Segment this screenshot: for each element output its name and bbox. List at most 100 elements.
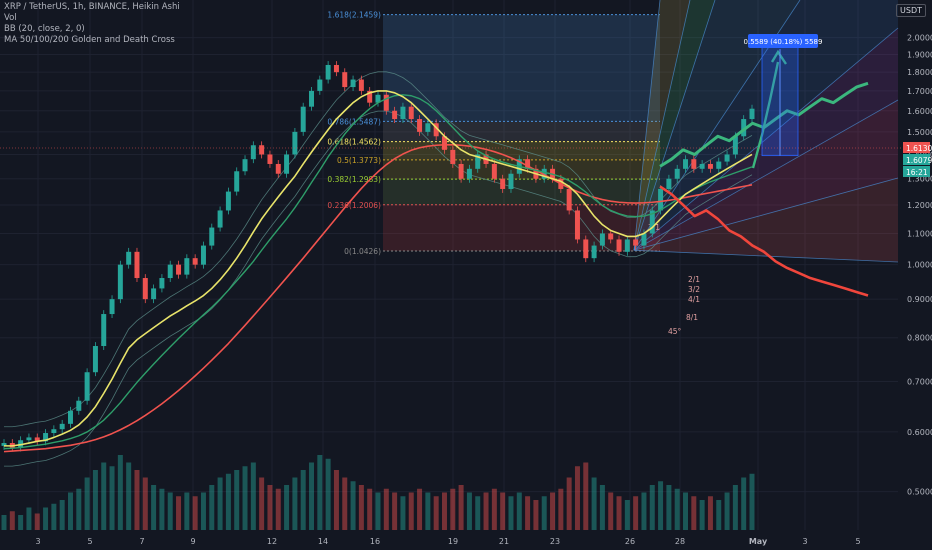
fib-level-label: 1.618(2.1459) [327, 11, 381, 20]
candle-body [167, 264, 173, 279]
candle-body [624, 239, 630, 252]
currency-badge[interactable]: USDT [896, 4, 926, 17]
candle-body [217, 210, 223, 228]
fib-level-label: 0.5(1.3773) [337, 156, 381, 165]
candle-body [608, 233, 614, 240]
fib-zone [383, 14, 660, 122]
candle-body [375, 94, 381, 103]
price-label: 16:21 [906, 168, 928, 177]
candle-body [101, 314, 107, 347]
volume-bar [142, 477, 148, 530]
volume-bar [466, 492, 472, 530]
volume-bar [367, 488, 373, 530]
candle-body [259, 145, 265, 155]
gann-fan-ray [633, 0, 691, 251]
volume-bar [34, 513, 40, 530]
volume-bar [333, 470, 339, 530]
volume-bar [92, 470, 98, 530]
price-range-measure[interactable]: 0.5589 (40.18%) 5589 [744, 34, 823, 157]
volume-bar [508, 496, 514, 530]
volume-bar [76, 488, 82, 530]
time-axis[interactable]: 3 5 7 9 12 14 16 19 21 23 26 28 May 3 5 [0, 532, 932, 550]
candle-body [716, 161, 722, 169]
volume-bar [591, 477, 597, 530]
volume-bar [525, 496, 531, 530]
candle-body [541, 168, 547, 179]
time-tick-label: 9 [190, 537, 195, 546]
price-projections[interactable] [659, 49, 869, 297]
volume-bar [574, 466, 580, 530]
volume-bar [483, 492, 489, 530]
candle-body [491, 163, 497, 179]
volume-bar [217, 477, 223, 530]
candle-body [234, 171, 240, 192]
ma-indicator-label[interactable]: MA 50/100/200 Golden and Death Cross [4, 35, 175, 45]
volume-bar [707, 496, 713, 530]
volume-bar [267, 485, 273, 530]
bollinger-indicator-label[interactable]: BB (20, close, 2, 0) [4, 24, 85, 34]
volume-bar [358, 485, 364, 530]
time-tick-label: 23 [550, 537, 560, 546]
candle-body [176, 264, 182, 275]
volume-bar [616, 496, 622, 530]
volume-indicator-label[interactable]: Vol [4, 13, 17, 23]
symbol-title: XRP / TetherUS, 1h, BINANCE, Heikin Ashi [4, 2, 180, 12]
volume-bar [599, 485, 605, 530]
candle-body [674, 168, 680, 179]
volume-bar [541, 496, 547, 530]
candle-body [209, 227, 215, 246]
candle-body [358, 79, 364, 91]
volume-bar [167, 492, 173, 530]
volume-bar [292, 477, 298, 530]
price-axis-bg [900, 0, 932, 550]
candle-body [275, 163, 281, 174]
volume-bar [724, 492, 730, 530]
gann-fan-label: 2/1 [688, 275, 700, 284]
volume-bar [666, 485, 672, 530]
candle-body [300, 106, 306, 132]
candle-body [466, 168, 472, 179]
candle-body [732, 136, 738, 155]
candle-body [683, 159, 689, 169]
time-tick-label: 16 [370, 537, 380, 546]
volume-bar [441, 492, 447, 530]
volume-bar [741, 477, 747, 530]
candle-body [142, 278, 148, 300]
volume-bar [516, 492, 522, 530]
price-label-bg [903, 142, 930, 153]
volume-bar [300, 470, 306, 530]
candle-body [34, 437, 40, 442]
volume-bar [234, 470, 240, 530]
time-tick-label: 21 [499, 537, 509, 546]
candle-body [724, 154, 730, 162]
candle-body [450, 149, 456, 164]
volume-bar [67, 492, 73, 530]
candle-body [18, 440, 24, 448]
gann-fan-zone [634, 178, 898, 262]
volume-bar [624, 500, 630, 530]
volume-bar [51, 503, 57, 530]
ma200-line [3, 143, 753, 453]
volume-bar [716, 500, 722, 530]
gann-fan[interactable]: 3/12/13/24/18/145° [633, 0, 899, 336]
volume-bar [500, 492, 506, 530]
volume-bar [699, 500, 705, 530]
volume-bar [192, 496, 198, 530]
volume-bar [1, 515, 7, 530]
candle-body [658, 188, 664, 211]
candle-body [333, 64, 339, 73]
volume-bar [633, 496, 639, 530]
candle-body [699, 163, 705, 169]
volume-bar [683, 492, 689, 530]
gann-fan-label: 4/1 [688, 295, 700, 304]
fibonacci-retracement[interactable]: 1.618(2.1459)0.786(1.5487)0.618(1.4562)0… [327, 11, 660, 256]
volume-bar [375, 492, 381, 530]
